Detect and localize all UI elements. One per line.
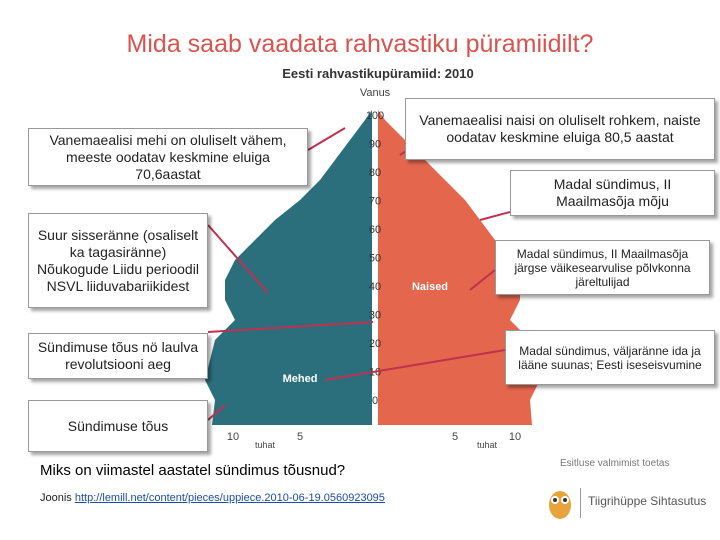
- age-tick: 70: [369, 196, 381, 208]
- slide-title: Mida saab vaadata rahvastiku püramiidilt…: [126, 30, 594, 58]
- sponsor-name: Tiigrihüppe Sihtasutus: [588, 494, 707, 508]
- x-unit: tuhat: [255, 440, 276, 450]
- source-link[interactable]: http://lemill.net/content/pieces/uppiece…: [74, 492, 385, 504]
- age-tick: 80: [369, 167, 381, 179]
- callout: Madal sündimus, II Maailmasõja mõju: [510, 170, 715, 216]
- x-tick: 5: [297, 431, 303, 443]
- callout: Sündimuse tõus: [28, 400, 208, 452]
- callout: Sündimuse tõus nö laulva revolutsiooni a…: [28, 333, 208, 379]
- x-tick: 10: [227, 431, 239, 443]
- source-prefix: Joonis: [40, 492, 72, 504]
- age-tick: 90: [369, 139, 381, 151]
- age-tick: 40: [369, 281, 381, 293]
- women-shape: [378, 110, 540, 425]
- men-label: Mehed: [283, 373, 318, 385]
- x-tick: 5: [452, 431, 458, 443]
- age-tick: 50: [369, 253, 381, 265]
- callout: Suur sisseränne (osaliselt ka tagasiränn…: [28, 213, 208, 308]
- x-unit: tuhat: [477, 440, 498, 450]
- source: Joonis http://lemill.net/content/pieces/…: [40, 492, 385, 504]
- callout: Madal sündimus, II Maailmasõja järgse vä…: [495, 240, 710, 295]
- x-tick: 10: [509, 431, 521, 443]
- callout: Vanemaealisi mehi on oluliselt vähem, me…: [28, 128, 308, 186]
- age-label: Vanus: [360, 87, 391, 99]
- logo: [549, 491, 571, 519]
- sponsor-caption: Esitluse valmimist toetas: [560, 458, 670, 469]
- age-tick: 60: [369, 224, 381, 236]
- pyramid-title: Eesti rahvastikupüramiid: 2010: [282, 66, 473, 81]
- question: Miks on viimastel aastatel sündimus tõus…: [40, 462, 346, 479]
- age-tick: 0: [372, 395, 378, 407]
- age-tick: 30: [369, 310, 381, 322]
- men-shape: [205, 110, 372, 425]
- callout: Madal sündimus, väljaränne ida ja lääne …: [505, 330, 715, 385]
- callout: Vanemaealisi naisi on oluliselt rohkem, …: [405, 98, 715, 160]
- divider: [580, 488, 581, 518]
- women-label: Naised: [412, 281, 448, 293]
- age-tick: 100: [366, 110, 384, 122]
- age-tick: 20: [369, 338, 381, 350]
